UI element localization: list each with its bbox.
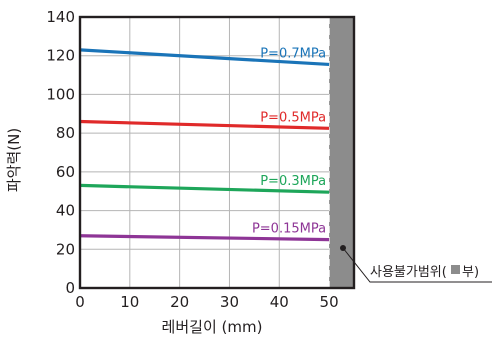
x-tick-labels: 0 10 20 30 40 50 — [75, 293, 338, 311]
y-tick-label: 80 — [56, 124, 75, 142]
series-line — [79, 119, 330, 130]
x-tick-label: 50 — [320, 293, 339, 311]
series-label: P=0.15MPa — [252, 222, 326, 237]
annotation-leader — [342, 247, 492, 283]
y-tick-label: 120 — [46, 47, 75, 65]
plot-frame — [78, 15, 356, 290]
grid — [80, 17, 330, 288]
x-tick-label: 20 — [170, 293, 189, 311]
x-axis-label: 레버길이 (mm) — [162, 318, 263, 336]
series-line — [79, 48, 330, 67]
annotation-label: 사용불가범위( — [370, 265, 447, 280]
y-tick-label: 40 — [56, 202, 75, 220]
series-labels: P=0.7MPa P=0.5MPa P=0.3MPa P=0.15MPa — [252, 46, 326, 236]
series-line — [79, 183, 330, 194]
y-tick-label: 0 — [65, 279, 75, 297]
series-label: P=0.3MPa — [260, 174, 326, 189]
x-tick-label: 30 — [220, 293, 239, 311]
annotation-gray-swatch — [451, 265, 460, 274]
series-label: P=0.7MPa — [260, 46, 326, 61]
y-tick-label: 100 — [46, 85, 75, 103]
x-tick-label: 10 — [120, 293, 139, 311]
series-line — [79, 234, 330, 242]
annotation-suffix: 부) — [462, 265, 479, 280]
x-tick-label: 40 — [270, 293, 289, 311]
annotation-text: 사용불가범위( — [370, 265, 447, 280]
y-axis-label: 파악력(N) — [5, 128, 23, 192]
series-label: P=0.5MPa — [260, 110, 326, 125]
y-tick-label: 60 — [56, 163, 75, 181]
x-tick-label: 0 — [75, 293, 85, 311]
unusable-region — [329, 17, 354, 288]
y-tick-label: 140 — [46, 8, 75, 26]
series-lines — [79, 48, 330, 242]
y-tick-labels: 0 20 40 60 80 100 120 140 — [46, 8, 75, 297]
y-tick-label: 20 — [56, 240, 75, 258]
